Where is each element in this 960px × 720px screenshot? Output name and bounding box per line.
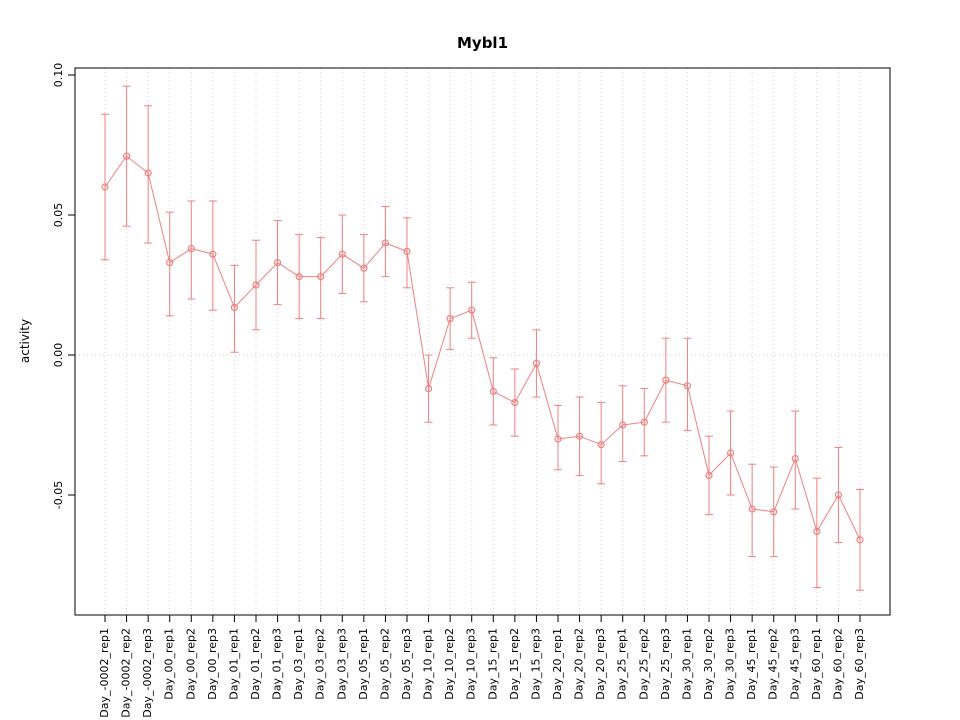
data-point — [554, 435, 562, 443]
data-point — [683, 382, 692, 390]
data-point — [726, 449, 735, 457]
x-tick-label: Day_01_rep3 — [271, 628, 284, 700]
x-tick-label: Day_30_rep3 — [724, 628, 737, 700]
x-tick-label: Day_20_rep3 — [594, 628, 607, 700]
x-tick-label: Day_25_rep3 — [659, 628, 672, 700]
data-point — [662, 376, 670, 384]
plot-box — [74, 67, 891, 616]
data-point — [705, 471, 713, 479]
y-tick-label: 0.00 — [52, 343, 65, 368]
x-tick-label: Day_60_rep2 — [831, 628, 844, 700]
data-point — [230, 303, 239, 311]
data-point — [338, 250, 346, 258]
data-point — [403, 247, 411, 255]
x-tick-label: Day_05_rep2 — [378, 628, 391, 700]
data-point — [101, 183, 109, 191]
x-tick-label: Day_25_rep1 — [616, 628, 629, 700]
x-tick-label: Day_00_rep1 — [163, 628, 176, 700]
data-point — [511, 399, 519, 407]
x-tick-label: Day_60_rep3 — [853, 628, 866, 700]
data-point — [166, 259, 174, 267]
data-point — [856, 536, 864, 544]
x-tick-label: Day_-0002_rep2 — [120, 628, 133, 718]
data-point — [791, 455, 799, 463]
x-tick-label: Day_03_rep2 — [314, 628, 327, 700]
x-tick-label: Day_05_rep3 — [400, 628, 413, 700]
x-tick-label: Day_45_rep3 — [788, 628, 801, 700]
x-tick-label: Day_10_rep2 — [443, 628, 456, 700]
x-tick-label: Day_00_rep2 — [184, 628, 197, 700]
x-tick-label: Day_01_rep2 — [249, 628, 262, 700]
data-point — [209, 250, 217, 258]
chart-title: Mybl1 — [456, 34, 509, 52]
data-point — [424, 385, 433, 393]
x-tick-label: Day_10_rep3 — [465, 628, 478, 700]
x-tick-label: Day_25_rep2 — [637, 628, 650, 700]
x-tick-label: Day_-0002_rep1 — [98, 628, 111, 718]
data-point — [317, 273, 325, 281]
data-point — [468, 306, 476, 314]
data-point — [813, 527, 821, 536]
data-point — [834, 491, 843, 499]
data-point — [187, 245, 195, 253]
x-tick-label: Day_20_rep2 — [573, 628, 586, 700]
data-point — [273, 259, 282, 267]
y-tick-label: -0.05 — [52, 481, 65, 509]
data-point — [295, 273, 303, 281]
data-point — [381, 239, 390, 247]
data-point — [252, 281, 260, 289]
x-tick-label: Day_01_rep1 — [227, 628, 240, 700]
x-tick-label: Day_45_rep1 — [745, 628, 758, 700]
x-tick-label: Day_45_rep2 — [767, 628, 780, 700]
x-tick-label: Day_15_rep1 — [486, 628, 499, 700]
x-tick-label: Day_10_rep1 — [422, 628, 435, 700]
x-tick-label: Day_03_rep3 — [335, 628, 348, 700]
data-point — [446, 315, 454, 323]
x-tick-label: Day_15_rep3 — [529, 628, 542, 700]
x-tick-label: Day_15_rep2 — [508, 628, 521, 700]
data-point — [619, 421, 627, 429]
data-point — [532, 359, 541, 367]
data-point — [360, 264, 368, 272]
data-point — [122, 152, 131, 160]
series-line — [104, 155, 861, 541]
x-tick-label: Day_00_rep3 — [206, 628, 219, 700]
x-tick-label: Day_30_rep2 — [702, 628, 715, 700]
data-point — [748, 505, 756, 513]
x-tick-label: Day_03_rep1 — [292, 628, 305, 700]
x-tick-label: Day_60_rep1 — [810, 628, 823, 700]
x-tick-label: Day_05_rep1 — [357, 628, 370, 700]
data-point — [770, 508, 778, 516]
data-point — [489, 387, 497, 395]
x-tick-label: Day_-0002_rep3 — [141, 628, 154, 718]
data-point — [575, 432, 584, 440]
data-point — [597, 441, 605, 449]
x-tick-label: Day_20_rep1 — [551, 628, 564, 700]
x-tick-label: Day_30_rep1 — [680, 628, 693, 700]
data-point — [640, 418, 648, 426]
data-point — [144, 169, 152, 177]
y-tick-label: 0.05 — [52, 203, 65, 228]
y-tick-label: 0.10 — [52, 63, 65, 88]
